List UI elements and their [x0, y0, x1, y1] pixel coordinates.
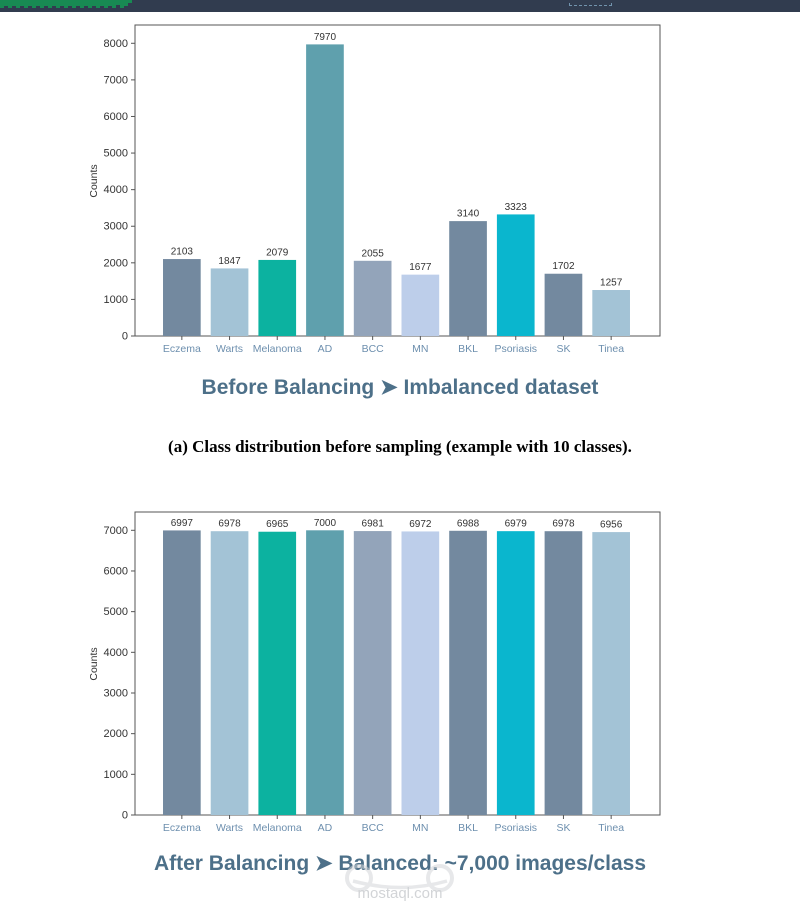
svg-text:Counts: Counts — [88, 164, 100, 197]
svg-text:3140: 3140 — [457, 209, 480, 220]
svg-text:BKL: BKL — [458, 343, 478, 355]
svg-text:6000: 6000 — [104, 565, 128, 577]
svg-text:4000: 4000 — [104, 647, 128, 659]
svg-text:BCC: BCC — [362, 343, 385, 355]
svg-text:6972: 6972 — [409, 519, 432, 530]
svg-text:MN: MN — [412, 343, 428, 355]
svg-text:MN: MN — [412, 822, 428, 834]
svg-text:Melanoma: Melanoma — [253, 343, 302, 355]
svg-text:6978: 6978 — [552, 519, 575, 530]
svg-text:1257: 1257 — [600, 278, 623, 289]
svg-text:2079: 2079 — [266, 247, 289, 258]
svg-text:5000: 5000 — [104, 606, 128, 618]
svg-text:AD: AD — [318, 343, 333, 355]
svg-text:2000: 2000 — [104, 257, 128, 269]
svg-text:6956: 6956 — [600, 520, 623, 531]
svg-text:BCC: BCC — [362, 822, 385, 834]
svg-text:2103: 2103 — [171, 247, 194, 258]
svg-text:0: 0 — [122, 331, 128, 343]
svg-text:SK: SK — [556, 822, 570, 834]
svg-text:Warts: Warts — [216, 822, 243, 834]
svg-text:Melanoma: Melanoma — [253, 822, 302, 834]
svg-text:7000: 7000 — [104, 525, 128, 537]
svg-text:Counts: Counts — [88, 647, 100, 680]
svg-text:Psoriasis: Psoriasis — [494, 343, 537, 355]
svg-text:1000: 1000 — [104, 294, 128, 306]
svg-text:3000: 3000 — [104, 687, 128, 699]
svg-text:3323: 3323 — [505, 202, 528, 213]
svg-text:Warts: Warts — [216, 343, 243, 355]
svg-text:Tinea: Tinea — [598, 343, 624, 355]
svg-text:6000: 6000 — [104, 111, 128, 123]
svg-text:1847: 1847 — [218, 256, 241, 267]
svg-text:1677: 1677 — [409, 262, 432, 273]
svg-text:6981: 6981 — [362, 519, 385, 530]
svg-text:2000: 2000 — [104, 728, 128, 740]
svg-text:8000: 8000 — [104, 38, 128, 50]
svg-text:7000: 7000 — [314, 518, 337, 529]
svg-text:4000: 4000 — [104, 184, 128, 196]
svg-text:SK: SK — [556, 343, 570, 355]
svg-text:1702: 1702 — [552, 261, 575, 272]
svg-text:6979: 6979 — [505, 519, 528, 530]
svg-text:Eczema: Eczema — [163, 822, 201, 834]
svg-text:6997: 6997 — [171, 518, 194, 529]
svg-text:3000: 3000 — [104, 221, 128, 233]
svg-text:6965: 6965 — [266, 519, 289, 530]
svg-text:Psoriasis: Psoriasis — [494, 822, 537, 834]
svg-text:0: 0 — [122, 810, 128, 822]
svg-text:5000: 5000 — [104, 148, 128, 160]
svg-text:Tinea: Tinea — [598, 822, 624, 834]
svg-text:2055: 2055 — [362, 248, 385, 259]
svg-text:7970: 7970 — [314, 32, 337, 43]
svg-text:AD: AD — [318, 822, 333, 834]
svg-text:Eczema: Eczema — [163, 343, 201, 355]
svg-text:1000: 1000 — [104, 769, 128, 781]
svg-text:BKL: BKL — [458, 822, 478, 834]
svg-text:6988: 6988 — [457, 518, 480, 529]
svg-text:7000: 7000 — [104, 74, 128, 86]
svg-text:6978: 6978 — [218, 519, 241, 530]
